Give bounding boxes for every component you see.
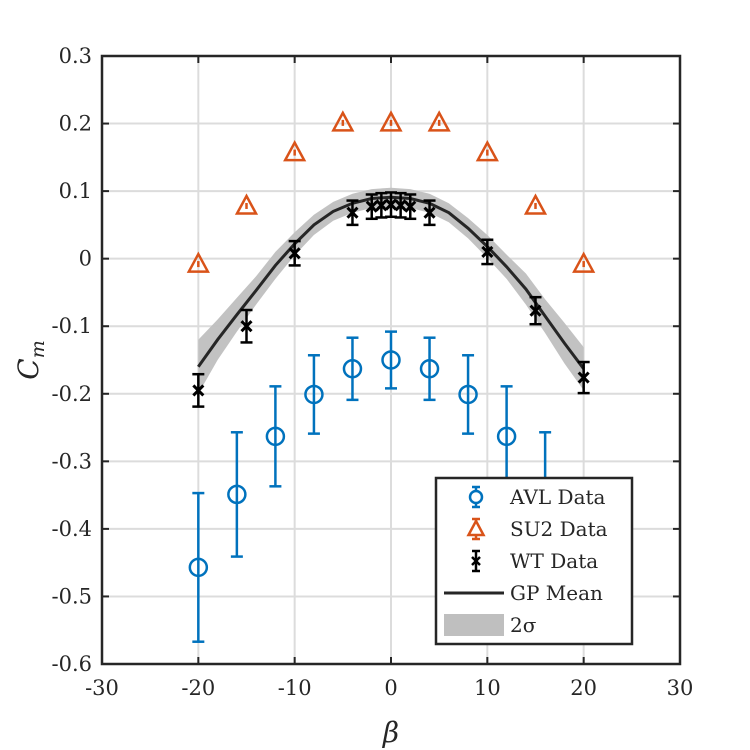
su2-data-point xyxy=(186,251,210,273)
x-tick-label: 0 xyxy=(384,676,397,700)
legend-label: GP Mean xyxy=(510,581,603,605)
avl-data-point xyxy=(227,484,247,505)
legend-label: WT Data xyxy=(510,549,598,573)
avl-error-bar xyxy=(230,431,243,558)
legend-wt-symbol xyxy=(471,549,481,573)
y-tick-label: 0 xyxy=(79,247,92,271)
wt-data-point xyxy=(365,200,378,213)
avl-data-point xyxy=(342,359,363,379)
axis-labels: β Cm xyxy=(12,340,399,749)
x-tick-label: 30 xyxy=(667,676,694,700)
wt-data-point xyxy=(481,245,494,258)
avl-error-bar xyxy=(192,491,205,643)
avl-data-point xyxy=(188,557,209,578)
avl-data-point xyxy=(496,426,517,447)
legend-label: SU2 Data xyxy=(510,517,608,541)
x-tick-label: -20 xyxy=(181,676,215,700)
x-tick-label: 20 xyxy=(570,676,597,700)
y-tick-label: -0.2 xyxy=(52,382,93,406)
y-tick-label: -0.5 xyxy=(52,584,93,608)
wt-data-point xyxy=(577,371,590,384)
legend-su2-symbol xyxy=(466,517,486,541)
wt-data-point xyxy=(288,247,301,260)
wt-data-point xyxy=(240,320,253,333)
avl-error-bar xyxy=(462,354,475,435)
su2-data-point xyxy=(331,110,355,132)
wt-data-point xyxy=(375,199,388,212)
su2-data-point xyxy=(283,139,307,162)
y-axis-label-main: C xyxy=(12,358,45,379)
wt-data-point xyxy=(423,206,436,219)
avl-data-point xyxy=(458,384,478,405)
wt-data-point xyxy=(384,198,398,211)
y-axis-label-sub: m xyxy=(27,340,49,358)
avl-error-bar xyxy=(307,354,320,435)
y-tick-label: -0.3 xyxy=(52,449,93,473)
legend-label: 2σ xyxy=(510,613,537,637)
wt-data-point xyxy=(346,206,359,219)
x-tick-label: -10 xyxy=(278,676,312,700)
avl-error-bar xyxy=(269,385,282,488)
wt-data-point xyxy=(404,200,417,213)
wt-data-point xyxy=(192,384,205,397)
y-tick-label: 0.3 xyxy=(59,44,92,68)
su2-data-point xyxy=(475,139,499,162)
legend-sigma-symbol xyxy=(444,614,504,636)
y-tick-label: -0.6 xyxy=(52,652,93,676)
wt-data-point xyxy=(394,199,407,212)
y-tick-label: 0.1 xyxy=(59,179,92,203)
axis-ticks: -30 -20 -10 0 10 20 30 0.3 0.2 0.1 0 -0.1 -0.2 -0.3 -0… xyxy=(52,44,694,700)
su2-data-point xyxy=(523,193,548,215)
avl-error-bar xyxy=(423,336,436,402)
legend: AVL Data SU2 Data WT Data GP Mean 2σ xyxy=(434,476,634,646)
legend-avl-symbol xyxy=(468,485,484,509)
avl-error-bar xyxy=(385,330,397,390)
x-tick-label: -30 xyxy=(85,676,119,700)
wt-data-point xyxy=(529,304,542,317)
legend-label: AVL Data xyxy=(509,485,606,509)
su2-data-point xyxy=(427,110,451,132)
y-axis-label: Cm xyxy=(12,340,49,379)
avl-data-point xyxy=(304,384,324,405)
su2-data-point xyxy=(234,193,259,215)
avl-data-point xyxy=(265,426,286,447)
x-axis-label: β xyxy=(382,716,399,749)
x-tick-label: 10 xyxy=(474,676,501,700)
y-tick-label: -0.1 xyxy=(52,314,93,338)
avl-data-point xyxy=(381,350,401,370)
avl-error-bar xyxy=(346,336,359,402)
y-tick-label: 0.2 xyxy=(59,112,92,136)
su2-data-point xyxy=(379,110,403,132)
su2-data-point xyxy=(572,251,596,273)
avl-data-point xyxy=(419,359,440,379)
y-tick-label: -0.4 xyxy=(52,517,93,541)
